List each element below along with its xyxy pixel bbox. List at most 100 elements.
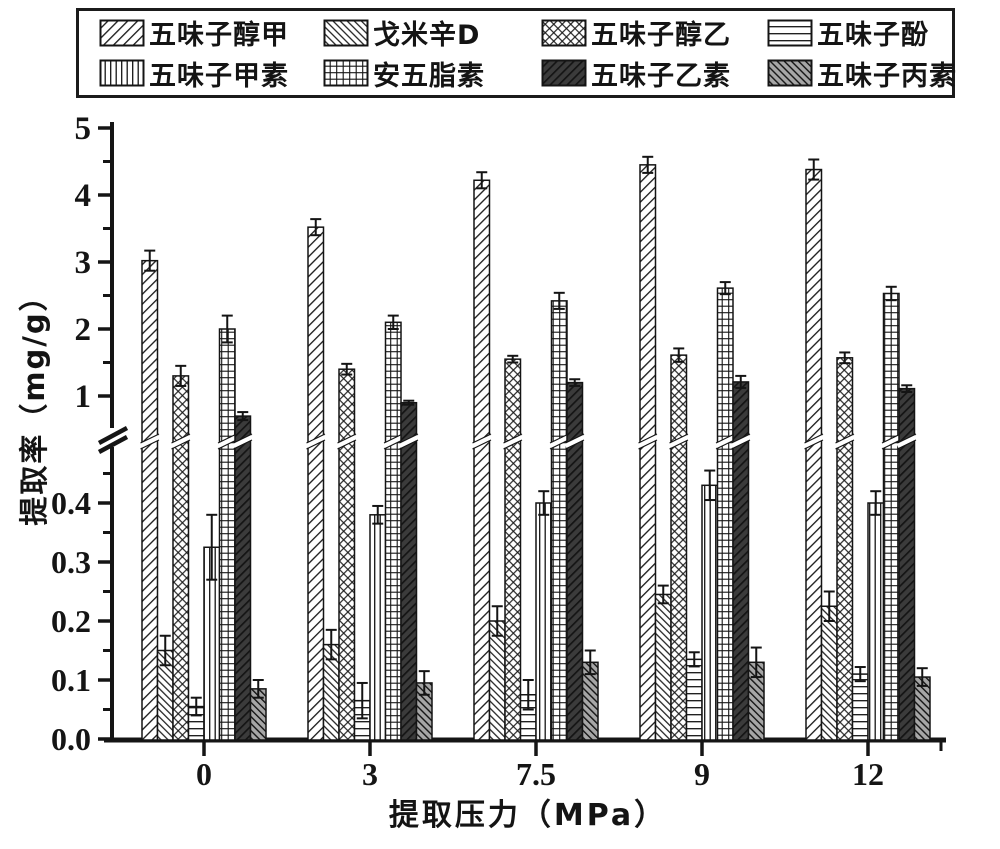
legend-item-五味子醇乙: 五味子醇乙 [541, 14, 767, 52]
bar-戈米辛D-12 [820, 605, 838, 741]
bar-五味子甲素-3 [369, 514, 387, 741]
legend-item-五味子醇甲: 五味子醇甲 [99, 14, 323, 52]
x-tick-label: 9 [694, 756, 710, 792]
bar-break-mark [881, 433, 901, 444]
bar-五味子醇乙-12 [836, 357, 854, 741]
bar-break-mark [336, 434, 358, 449]
legend-swatch-dark-diag [541, 59, 587, 87]
y-axis-title: 提取率（mg/g） [17, 280, 51, 526]
legend-item-五味子丙素: 五味子丙素 [767, 54, 957, 92]
legend-label: 戈米辛D [373, 20, 481, 52]
legend-item-安五脂素: 安五脂素 [323, 54, 541, 92]
bar-break-mark [668, 434, 690, 449]
bar-break-mark [472, 433, 492, 444]
bar-break-mark [730, 434, 752, 449]
bar-break-mark [896, 434, 918, 449]
legend-item-五味子酚: 五味子酚 [767, 14, 957, 52]
bar-五味子醇乙-9 [670, 354, 688, 741]
bar-五味子醇甲-12 [805, 168, 823, 741]
bar-break-mark [233, 439, 253, 450]
legend-label: 五味子丙素 [817, 60, 957, 92]
bar-break-mark [337, 439, 357, 450]
bar-break-mark [383, 439, 403, 450]
x-tick-label: 7.5 [516, 756, 556, 792]
bar-break-mark [638, 433, 658, 444]
bar-break-mark [140, 433, 160, 444]
bar-break-mark [216, 434, 238, 449]
bar-break-mark [471, 434, 493, 449]
bar-break-mark [669, 439, 689, 450]
y-tick-label-lower: 0.2 [51, 603, 91, 639]
bar-break-mark [472, 439, 492, 450]
legend-swatch-diag-back [323, 19, 369, 47]
bar-五味子甲素-12 [867, 502, 885, 741]
bar-break-mark [306, 433, 326, 444]
bar-安五脂素-9 [716, 287, 734, 741]
bar-break-mark [233, 433, 253, 444]
bar-break-mark [731, 439, 751, 450]
bar-break-mark [669, 433, 689, 444]
bar-五味子醇乙-7.5 [504, 358, 522, 741]
x-tick-label: 0 [196, 756, 212, 792]
x-tick-label: 12 [852, 756, 884, 792]
legend-item-五味子乙素: 五味子乙素 [541, 54, 767, 92]
bar-break-mark [897, 433, 917, 444]
bar-break-mark [638, 439, 658, 450]
legend-label: 五味子甲素 [149, 60, 289, 92]
bar-break-mark [714, 434, 736, 449]
legend-label: 五味子醇甲 [149, 20, 289, 52]
bar-安五脂素-0 [218, 328, 236, 741]
bar-break-mark [305, 434, 327, 449]
y-tick-label-lower: 0.1 [51, 662, 91, 698]
bar-break-mark [731, 433, 751, 444]
bar-break-mark [715, 433, 735, 444]
bar-break-mark [715, 439, 735, 450]
bar-break-mark [565, 433, 585, 444]
legend-label: 五味子酚 [817, 20, 929, 52]
legend-label: 五味子醇乙 [591, 20, 731, 52]
bar-break-mark [835, 433, 855, 444]
legend-swatch-gray-diag [767, 59, 813, 87]
bar-安五脂素-3 [384, 321, 402, 741]
bar-break-mark [835, 439, 855, 450]
bar-break-mark [897, 439, 917, 450]
y-tick-label-lower: 0.3 [51, 544, 91, 580]
bar-break-mark [170, 434, 192, 449]
bar-五味子醇甲-7.5 [473, 179, 491, 741]
x-tick-label: 3 [362, 756, 378, 792]
x-axis-title: 提取压力（MPa） [388, 798, 668, 833]
y-tick-label-lower: 0.4 [51, 485, 91, 521]
bar-break-mark [306, 439, 326, 450]
bar-break-mark [382, 434, 404, 449]
y-tick-label-upper: 5 [75, 111, 92, 147]
bar-五味子醇甲-0 [141, 259, 159, 741]
bar-break-mark [565, 439, 585, 450]
legend-item-五味子甲素: 五味子甲素 [99, 54, 323, 92]
legend-item-戈米辛D: 戈米辛D [323, 14, 541, 52]
bar-break-mark [171, 433, 191, 444]
bar-break-mark [217, 433, 237, 444]
axis-break-slash [97, 426, 129, 445]
bar-五味子甲素-7.5 [535, 502, 553, 741]
bar-break-mark [548, 434, 570, 449]
axis-break-slash [97, 435, 129, 454]
bar-五味子乙素-0 [234, 415, 252, 741]
y-tick-label-lower: 0.0 [51, 721, 91, 757]
legend-label: 安五脂素 [373, 60, 485, 92]
bar-break-mark [804, 433, 824, 444]
y-tick-label-upper: 1 [75, 379, 92, 415]
legend-swatch-diag-cross [541, 19, 587, 47]
y-tick-label-upper: 3 [75, 245, 92, 281]
bar-break-mark [139, 434, 161, 449]
bar-break-mark [383, 433, 403, 444]
y-tick-label-upper: 4 [75, 178, 92, 214]
bar-五味子醇乙-0 [172, 375, 190, 741]
bar-安五脂素-12 [882, 292, 900, 741]
bar-五味子醇甲-3 [307, 226, 325, 741]
bar-戈米辛D-9 [654, 593, 672, 741]
bar-break-mark [217, 439, 237, 450]
bar-break-mark [880, 434, 902, 449]
bar-五味子酚-9 [685, 658, 703, 741]
